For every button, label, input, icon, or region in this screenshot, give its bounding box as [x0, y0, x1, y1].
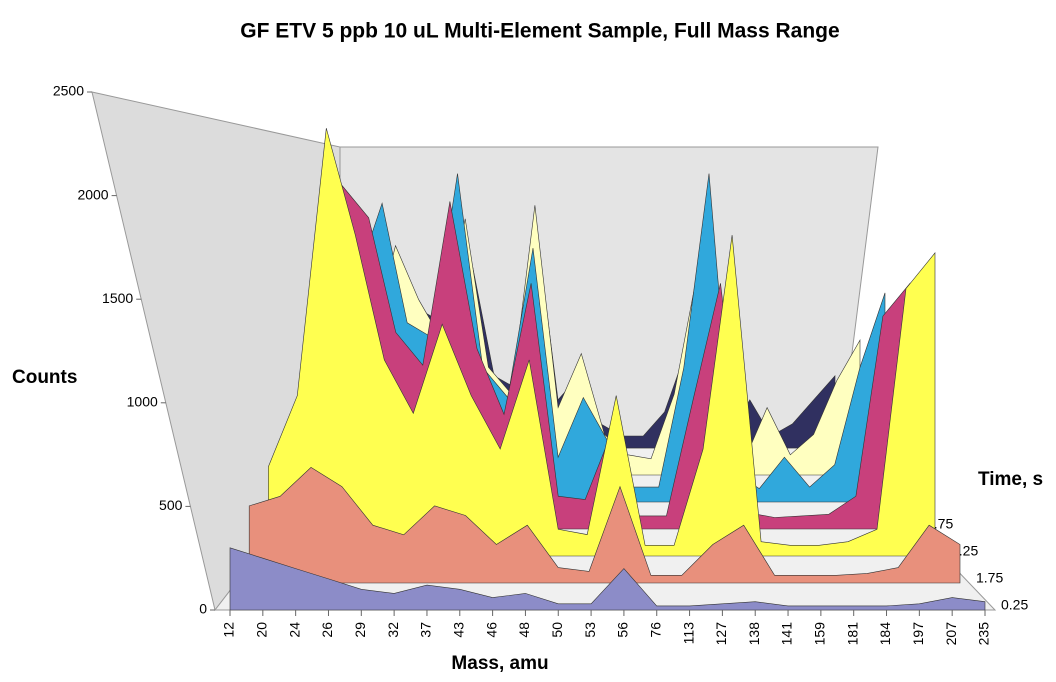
x-tick-label: 197	[910, 622, 926, 646]
series-ribbon	[248, 467, 961, 584]
x-tick-label: 113	[680, 622, 696, 645]
y-tick-label: 1000	[127, 394, 158, 410]
x-tick-label: 53	[582, 622, 598, 638]
y-tick-label: 500	[159, 497, 183, 513]
y-tick-label: 1500	[102, 290, 133, 306]
x-tick-label: 207	[943, 622, 959, 646]
x-tick-label: 32	[385, 622, 401, 638]
x-tick-label: 181	[844, 622, 860, 646]
series-ribbon	[229, 547, 986, 611]
y-tick-label: 2000	[77, 186, 108, 202]
x-tick-label: 46	[483, 622, 499, 638]
x-tick-label: 127	[713, 622, 729, 646]
x-tick-label: 43	[450, 622, 466, 638]
x-tick-label: 24	[286, 622, 302, 638]
z-tick-label: 1.75	[976, 570, 1003, 586]
x-tick-label: 56	[615, 622, 631, 638]
x-tick-label: 37	[418, 622, 434, 638]
x-tick-label: 50	[549, 622, 565, 638]
y-tick-label: 2500	[53, 83, 84, 99]
z-axis-title: Time, s	[978, 469, 1043, 490]
z-tick-label: 0.25	[1001, 597, 1028, 613]
x-tick-label: 48	[516, 622, 532, 638]
x-axis-title: Mass, amu	[451, 653, 548, 674]
x-tick-label: 26	[319, 622, 335, 638]
chart-title: GF ETV 5 ppb 10 uL Multi-Element Sample,…	[240, 20, 839, 43]
x-tick-label: 76	[647, 622, 663, 638]
x-tick-label: 12	[221, 622, 237, 638]
series-ribbon	[267, 128, 936, 557]
x-tick-label: 20	[254, 622, 270, 638]
x-tick-label: 138	[746, 622, 762, 646]
y-tick-label: 0	[199, 601, 207, 617]
x-tick-label: 29	[352, 622, 368, 638]
x-tick-label: 235	[976, 622, 992, 646]
x-tick-label: 141	[779, 622, 795, 646]
x-tick-label: 184	[877, 622, 893, 646]
y-axis-title: Counts	[12, 367, 77, 388]
x-tick-label: 159	[812, 622, 828, 646]
